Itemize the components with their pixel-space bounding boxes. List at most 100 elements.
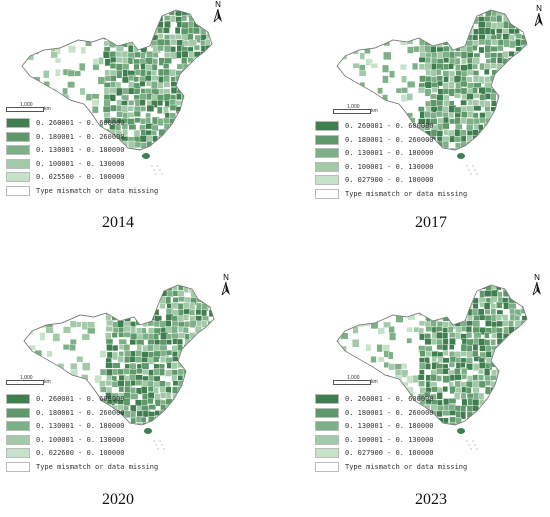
region-cell <box>194 69 203 76</box>
region-cell <box>484 416 492 424</box>
region-cell <box>406 93 413 101</box>
region-cell <box>425 10 431 18</box>
region-cell <box>382 64 390 73</box>
region-cell <box>508 350 514 360</box>
region-cell <box>527 321 535 327</box>
region-cell <box>192 62 201 71</box>
region-cell <box>460 392 467 400</box>
region-cell <box>171 302 179 310</box>
region-cell <box>484 405 493 413</box>
region-cell <box>176 111 183 120</box>
region-cell <box>412 303 419 312</box>
region-cell <box>424 308 433 315</box>
region-cell <box>111 285 118 291</box>
region-cell <box>189 319 197 328</box>
region-cell <box>471 308 479 316</box>
region-cell <box>442 291 449 299</box>
region-cell <box>472 70 480 76</box>
region-cell <box>503 122 510 131</box>
region-cell <box>142 308 150 317</box>
region-cell <box>521 339 527 347</box>
region-cell <box>122 129 128 137</box>
region-cell <box>82 362 91 371</box>
region-cell <box>528 130 535 138</box>
region-cell <box>170 362 178 370</box>
legend-label: 0. 027900 - 0. 100000 <box>345 176 434 184</box>
region-cell <box>190 375 198 383</box>
legend-swatch <box>315 161 339 172</box>
region-cell <box>515 81 523 88</box>
region-cell <box>520 363 527 372</box>
region-cell <box>177 375 184 381</box>
region-cell <box>201 380 210 386</box>
region-cell <box>425 416 432 422</box>
region-cell <box>357 315 365 322</box>
region-cell <box>346 315 355 323</box>
region-cell <box>526 94 527 102</box>
region-cell <box>429 34 438 42</box>
region-cell <box>472 34 479 41</box>
region-cell <box>93 285 101 293</box>
region-cell <box>382 296 391 302</box>
sea-islet <box>157 165 159 167</box>
region-cell <box>496 320 504 327</box>
legend-label: 0. 260001 - 0. 600000 <box>36 395 125 403</box>
region-cell <box>50 51 58 59</box>
region-cell <box>91 22 101 29</box>
region-cell <box>472 343 479 351</box>
region-cell <box>519 405 527 414</box>
region-cell <box>148 290 156 299</box>
region-cell <box>448 81 455 89</box>
region-cell <box>526 34 527 41</box>
region-cell <box>196 417 203 423</box>
region-cell <box>180 93 189 101</box>
region-cell <box>478 147 484 150</box>
region-cell <box>460 301 467 310</box>
region-cell <box>460 423 468 425</box>
region-cell <box>135 350 143 357</box>
region-cell <box>460 99 467 106</box>
region-cell <box>520 75 527 83</box>
region-cell <box>358 285 366 293</box>
region-cell <box>165 349 173 356</box>
region-cell <box>508 391 518 398</box>
region-cell <box>484 93 492 100</box>
region-cell <box>496 386 503 393</box>
region-cell <box>184 410 192 418</box>
region-cell <box>351 339 360 348</box>
region-cell <box>521 99 527 107</box>
region-cell <box>105 338 114 345</box>
region-cell <box>490 338 496 346</box>
region-cell <box>162 135 169 143</box>
region-cell <box>189 399 197 406</box>
svg-text:N: N <box>536 4 542 13</box>
region-cell <box>181 135 188 143</box>
region-cell <box>70 362 78 371</box>
region-cell <box>496 124 505 133</box>
region-cell <box>33 313 40 321</box>
region-cell <box>382 111 390 119</box>
region-cell <box>453 291 461 300</box>
region-cell <box>454 92 462 99</box>
region-cell <box>156 27 163 34</box>
legend-swatch <box>315 121 339 131</box>
region-cell <box>198 147 207 150</box>
region-cell <box>443 57 450 64</box>
region-cell <box>365 344 372 352</box>
region-cell <box>140 106 147 112</box>
region-cell <box>515 124 522 131</box>
region-cell <box>190 392 197 399</box>
region-cell <box>513 130 522 136</box>
legend-swatch <box>315 421 339 431</box>
region-cell <box>515 350 522 358</box>
region-cell <box>507 87 515 94</box>
region-cell <box>454 15 461 22</box>
legend-swatch <box>6 131 30 142</box>
region-cell <box>448 361 455 368</box>
legend-swatch <box>315 394 339 404</box>
region-cell <box>85 34 93 41</box>
region-cell <box>509 345 518 352</box>
region-cell <box>454 28 461 36</box>
region-cell <box>442 112 449 118</box>
region-cell <box>436 375 442 382</box>
